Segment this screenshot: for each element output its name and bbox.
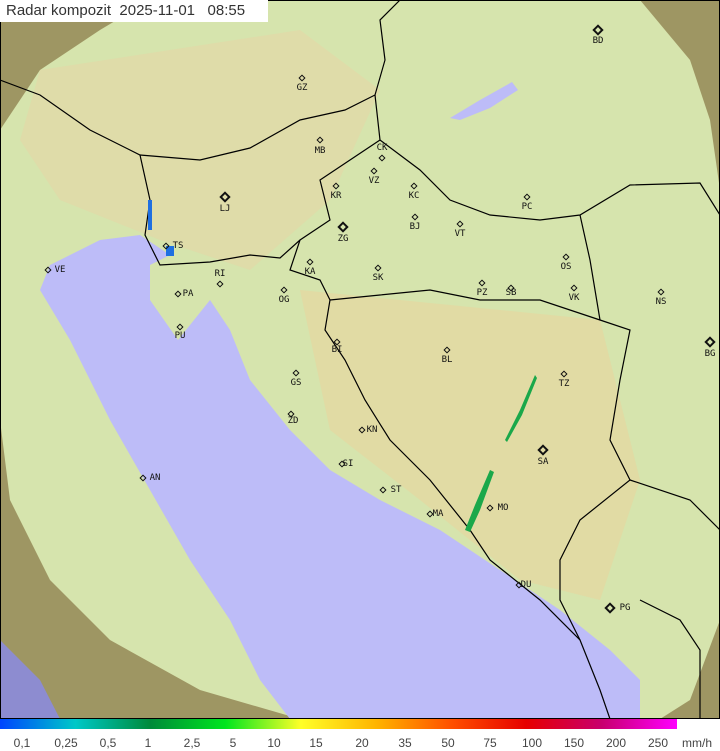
city-label: KR [330,191,342,201]
city-label: KA [304,267,316,277]
radar-echoes [148,200,537,532]
legend-tick-label: 100 [521,736,543,750]
legend-tick-label: 50 [441,736,455,750]
city-label: RI [214,269,226,279]
title-text: Radar kompozit [6,2,112,19]
legend-tick-label: 20 [355,736,369,750]
city-label: CK [376,143,388,153]
city-label: PZ [476,288,488,298]
city-label: TZ [558,379,570,389]
city-label: VZ [368,176,380,186]
legend-tick-label: 0,5 [99,736,117,750]
map-title: Radar kompozit 2025-11-01 08:55 [0,0,268,22]
city-label: GS [290,378,302,388]
city-label: ZG [337,234,349,244]
city-label: MA [432,509,444,519]
radar-map[interactable] [0,0,720,719]
city-label: KN [366,425,378,435]
alpine-terrain [20,30,380,270]
legend-tick-label: 150 [563,736,585,750]
country-borders [0,0,720,719]
city-label: DU [520,580,532,590]
city-label: OS [560,262,572,272]
city-label: TS [172,241,184,251]
city-label: SK [372,273,384,283]
city-label: GZ [296,83,308,93]
city-label: PG [619,603,631,613]
city-label: SA [537,457,549,467]
legend-tick-label: 0,25 [54,736,78,750]
legend-tick-label: 2,5 [183,736,201,750]
city-label: BL [441,355,453,365]
city-label: MB [314,146,326,156]
city-label: BG [704,349,716,359]
city-label: VE [54,265,66,275]
legend-tick-label: 1 [144,736,152,750]
city-label: KC [408,191,420,201]
legend-tick-label: 15 [309,736,323,750]
dinaric-terrain [300,290,640,600]
legend-tick-label: 0,1 [13,736,31,750]
city-label: OG [278,295,290,305]
legend-tick-label: 10 [267,736,281,750]
city-label: BI [331,345,343,355]
city-label: NS [655,297,667,307]
city-label: ZD [287,416,299,426]
city-label: BJ [409,222,421,232]
title-date: 2025-11-01 [119,2,196,19]
tyrrhenian-sea [0,640,60,719]
legend-tick-label: 35 [398,736,412,750]
city-label: PU [174,331,186,341]
city-label: ST [390,485,402,495]
city-label: SB [505,288,517,298]
lake-balaton [450,82,518,120]
city-label: LJ [219,204,231,214]
legend-tick-label: 75 [483,736,497,750]
city-label: PA [182,289,194,299]
city-label: SI [342,459,354,469]
legend-tick-label: 200 [605,736,627,750]
legend-tick-label: 5 [229,736,237,750]
legend-tick-label: 250 [647,736,669,750]
title-time: 08:55 [207,2,246,19]
legend-unit: mm/h [682,736,712,750]
city-label: VT [454,229,466,239]
legend-color-bar [0,719,677,729]
city-label: MO [497,503,509,513]
city-label: AN [149,473,161,483]
adriatic-sea [40,235,640,719]
city-label: BD [592,36,604,46]
city-label: VK [568,293,580,303]
city-label: PC [521,202,533,212]
